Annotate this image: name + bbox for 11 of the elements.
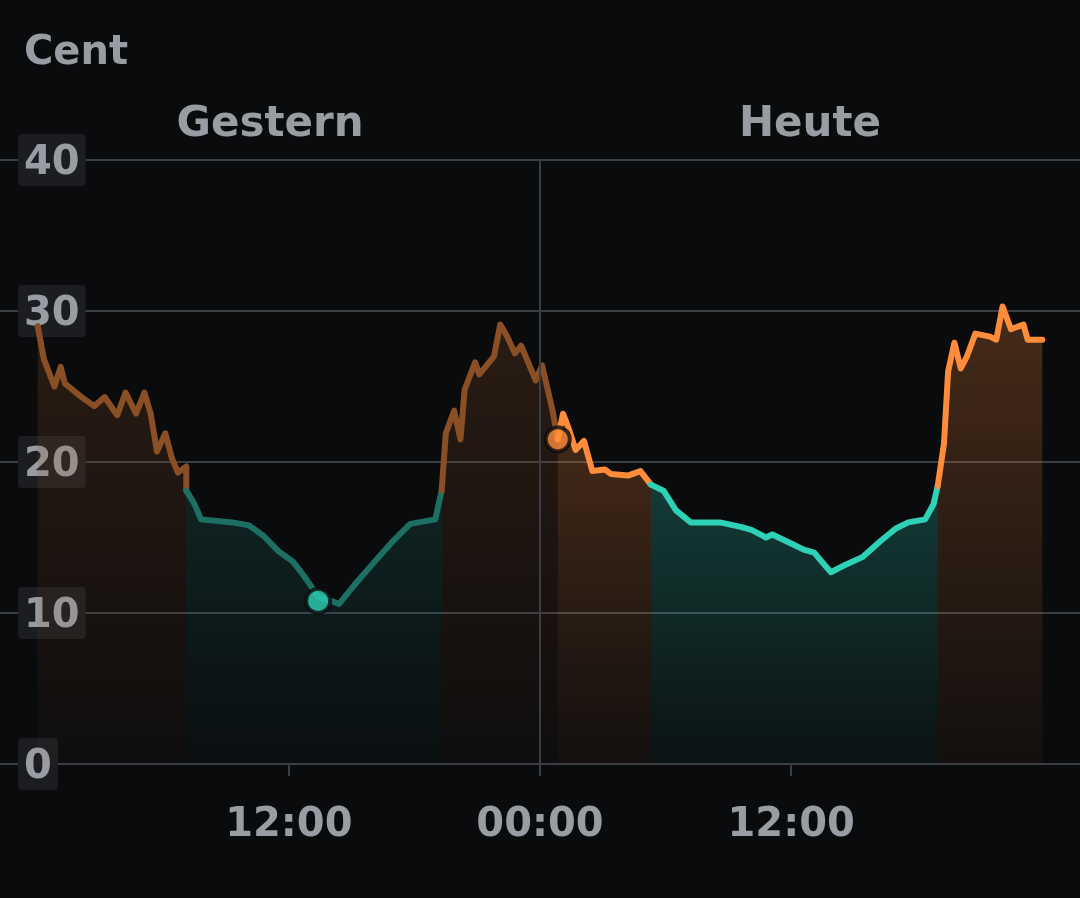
y-tick-label: 30 (24, 288, 80, 334)
y-axis-title: Cent (24, 27, 129, 73)
y-tick-label: 10 (24, 590, 80, 636)
text: Heute (738, 96, 882, 146)
y-tick-label: 20 (24, 439, 80, 485)
y-tick-label: 0 (24, 741, 52, 787)
y-tick-label: 40 (24, 137, 80, 183)
x-tick-label: 12:00 (225, 799, 353, 845)
text: Gestern (176, 96, 364, 146)
x-tick-label: 00:00 (476, 799, 604, 845)
x-tick-label: 12:00 (727, 799, 855, 845)
